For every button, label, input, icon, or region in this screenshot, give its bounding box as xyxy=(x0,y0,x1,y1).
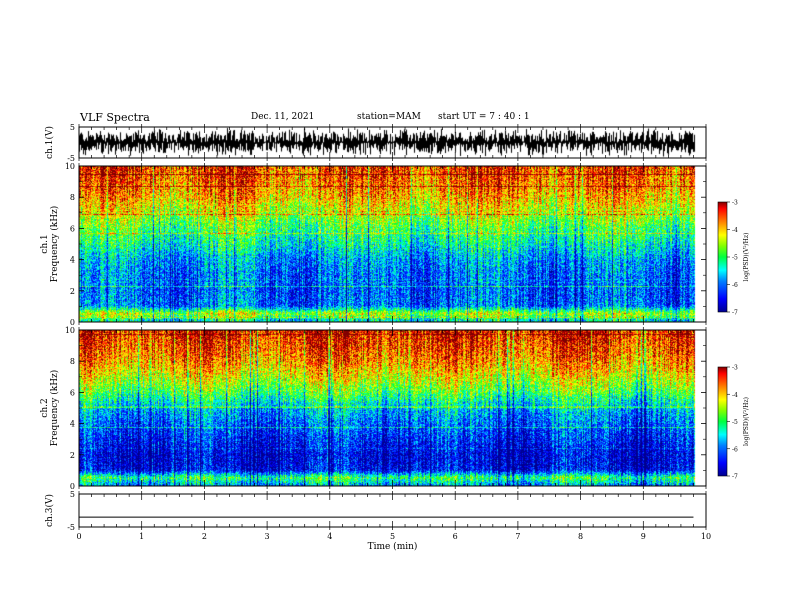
colorbar-tick-label: -4 xyxy=(732,227,738,234)
date-label: Dec. 11, 2021 xyxy=(251,112,315,122)
panel-frames xyxy=(78,124,730,530)
x-tick-label: 0 xyxy=(76,532,81,541)
y-tick-label: 4 xyxy=(70,256,75,265)
start-time-label: start UT = 7 : 40 : 1 xyxy=(438,112,530,122)
y-tick-label: 8 xyxy=(70,357,75,366)
y-tick-label: 4 xyxy=(70,420,75,429)
y-tick-label: 0 xyxy=(70,318,75,327)
y-tick-label: 2 xyxy=(70,451,75,460)
y-tick-label: 6 xyxy=(70,388,75,397)
x-tick-label: 4 xyxy=(327,532,332,541)
plot-title: VLF Spectra xyxy=(80,111,150,124)
x-tick-label: 1 xyxy=(139,532,144,541)
y-tick-label: -5 xyxy=(67,154,75,163)
x-tick-label: 10 xyxy=(701,532,711,541)
y-tick-label: 10 xyxy=(65,162,75,171)
ch2-spectrogram-colorbar-label: log(PSD)(V²/Hz) xyxy=(743,397,750,446)
colorbar-tick-label: -4 xyxy=(732,392,738,399)
y-tick-label: -5 xyxy=(67,523,75,532)
x-tick-label: 2 xyxy=(202,532,207,541)
x-tick-label: 7 xyxy=(515,532,520,541)
y-tick-label: 0 xyxy=(70,482,75,491)
ch1-spectrogram-image xyxy=(79,166,706,322)
colorbar-tick-label: -6 xyxy=(732,282,738,289)
colorbar-tick-label: -5 xyxy=(732,255,738,262)
ch1-ylabel: ch.1(V) xyxy=(44,126,55,159)
colorbar-tick-label: -7 xyxy=(732,474,738,481)
colorbar-tick-label: -3 xyxy=(732,200,738,207)
colorbar-tick-label: -3 xyxy=(732,365,738,372)
y-tick-label: 8 xyxy=(70,193,75,202)
ch1-spectrogram-colorbar-label: log(PSD)(V²/Hz) xyxy=(743,233,750,282)
y-tick-label: 6 xyxy=(70,224,75,233)
ch2-spectrogram-colorbar xyxy=(717,366,728,477)
x-tick-label: 5 xyxy=(390,532,395,541)
x-tick-label: 6 xyxy=(453,532,458,541)
station-label: station=MAM xyxy=(357,112,421,122)
x-tick-label: 8 xyxy=(578,532,583,541)
colorbar-tick-label: -7 xyxy=(732,310,738,317)
colorbar-tick-label: -5 xyxy=(732,419,738,426)
y-tick-label: 5 xyxy=(70,123,75,132)
x-tick-label: 3 xyxy=(265,532,270,541)
y-tick-label: 2 xyxy=(70,287,75,296)
x-tick-label: 9 xyxy=(641,532,646,541)
ch2-spectrogram-ylabel: ch.2Frequency (kHz) xyxy=(40,370,60,447)
ch1-spectrogram-colorbar xyxy=(717,201,728,313)
ch2-spectrogram-image xyxy=(79,330,706,486)
ch1-spectrogram-ylabel: ch.1Frequency (kHz) xyxy=(40,206,60,283)
y-tick-label: 5 xyxy=(70,490,75,499)
ch3-ylabel: ch.3(V) xyxy=(44,494,55,527)
y-tick-label: 10 xyxy=(65,326,75,335)
colorbar-tick-label: -6 xyxy=(732,446,738,453)
x-axis-label: Time (min) xyxy=(368,541,418,552)
